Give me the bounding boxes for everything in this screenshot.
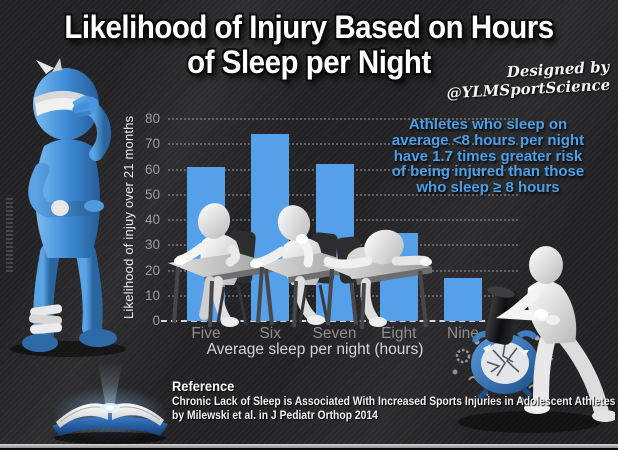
hand-lower bbox=[546, 315, 560, 325]
bottom-border bbox=[0, 444, 618, 448]
desk-edge bbox=[204, 265, 278, 283]
head-on-fist bbox=[277, 205, 311, 241]
ground-shadow bbox=[458, 411, 602, 433]
hand bbox=[84, 200, 104, 212]
hand-on-head bbox=[72, 95, 99, 118]
x-category-label-six: Six bbox=[259, 325, 282, 342]
glowing-book-illustration bbox=[52, 362, 168, 444]
folded-arm bbox=[28, 162, 96, 218]
title-line-1: Likelihood of Injury Based on Hours bbox=[64, 9, 554, 45]
x-category-label-five: Five bbox=[191, 325, 221, 342]
arm-right bbox=[225, 244, 241, 267]
left-pages bbox=[56, 403, 108, 428]
arm-on-head bbox=[87, 103, 111, 161]
x-category-label-seven: Seven bbox=[312, 325, 357, 342]
bar-nine bbox=[444, 278, 482, 321]
x-category-label-nine: Nine bbox=[447, 325, 479, 342]
white-figure bbox=[495, 246, 615, 422]
y-tick-label-30: 30 bbox=[144, 237, 160, 253]
wrist-bandage-icon bbox=[51, 200, 69, 216]
gridline-70 bbox=[168, 143, 518, 146]
y-tick-label-80: 80 bbox=[144, 111, 160, 126]
desk-legs bbox=[326, 268, 428, 330]
watermark-text bbox=[6, 198, 13, 272]
callout-line-1: Athletes who sleep on bbox=[408, 116, 568, 133]
back-leg bbox=[557, 330, 609, 418]
drooping-head bbox=[197, 203, 231, 239]
y-tick-label-40: 40 bbox=[144, 212, 160, 227]
glow-core-bright bbox=[106, 405, 114, 411]
head-bandage-shade bbox=[34, 90, 98, 108]
right-pages bbox=[112, 403, 164, 426]
bandage-knot-tail bbox=[52, 58, 62, 72]
x-category-label-eight: Eight bbox=[381, 325, 417, 342]
designer-credit: Designed by @YLMSportScience bbox=[445, 58, 611, 103]
right-foot bbox=[79, 329, 117, 347]
x-axis-label: Average sleep per night (hours) bbox=[206, 341, 424, 358]
x-axis-baseline bbox=[161, 320, 515, 322]
y-tick-label-20: 20 bbox=[144, 262, 160, 278]
hand-upper bbox=[534, 309, 548, 319]
reference-line-1: Chronic Lack of Sleep is Associated With… bbox=[172, 396, 616, 408]
back-foot bbox=[592, 410, 615, 422]
head-on-desk bbox=[364, 229, 404, 265]
injured-figure-illustration bbox=[10, 58, 126, 357]
torso bbox=[527, 280, 577, 344]
sleeping-student-seven-illustration bbox=[322, 229, 432, 330]
fist bbox=[296, 234, 308, 244]
front-foot bbox=[524, 402, 550, 414]
desk-edge bbox=[356, 267, 432, 285]
front-leg bbox=[533, 334, 555, 410]
desk-legs bbox=[172, 266, 274, 328]
sledgehammer-cap bbox=[487, 286, 515, 298]
callout-line-4: of being injured than those bbox=[391, 163, 585, 181]
foot bbox=[221, 317, 239, 327]
hand bbox=[174, 257, 186, 265]
foot bbox=[307, 315, 325, 325]
leg bbox=[360, 278, 379, 324]
chair-legs bbox=[216, 284, 248, 326]
title-line-2: of Sleep per Night bbox=[187, 44, 431, 80]
desk-top bbox=[168, 253, 278, 277]
page-title: Likelihood of Injury Based on Hours of S… bbox=[25, 10, 594, 80]
bottom-edge bbox=[0, 448, 618, 450]
y-tick-label-60: 60 bbox=[144, 161, 160, 177]
arm-spread-left bbox=[323, 256, 373, 269]
clock-smasher-illustration bbox=[452, 246, 615, 433]
bandage-knot-icon bbox=[36, 60, 54, 74]
callout-line-2: average <8 hours per night bbox=[391, 131, 585, 149]
book-cover bbox=[52, 416, 168, 436]
y-tick-label-70: 70 bbox=[144, 136, 160, 152]
key-finding-text: Athletes who sleep on average <8 hours p… bbox=[360, 117, 616, 196]
foot bbox=[369, 317, 387, 327]
right-leg bbox=[76, 243, 103, 338]
callout-line-5: who sleep ≥ 8 hours bbox=[416, 179, 560, 197]
light-beam bbox=[98, 362, 122, 408]
reference-heading: Reference bbox=[172, 378, 235, 394]
book-shadow bbox=[54, 432, 166, 444]
head bbox=[529, 246, 563, 284]
arms-gripping bbox=[495, 289, 548, 321]
reference-line-2: by Milewski et al. in J Pediatr Orthop 2… bbox=[172, 409, 378, 422]
left-foot bbox=[22, 334, 58, 352]
leg bbox=[212, 276, 231, 324]
reference-block: Reference Chronic Lack of Sleep is Assoc… bbox=[172, 378, 618, 423]
torso bbox=[35, 139, 100, 258]
ankle-bandage-icon bbox=[28, 304, 63, 334]
gridline-80 bbox=[168, 118, 518, 120]
y-tick-label-10: 10 bbox=[144, 287, 160, 303]
callout-line-3: have 1.7 times greater risk bbox=[393, 147, 583, 165]
sleeping-student-five-illustration bbox=[168, 203, 278, 328]
y-tick-label-50: 50 bbox=[144, 186, 160, 202]
y-tick-label-0: 0 bbox=[152, 313, 160, 328]
hand bbox=[250, 260, 262, 268]
leg2 bbox=[199, 276, 215, 320]
hand bbox=[420, 258, 432, 266]
